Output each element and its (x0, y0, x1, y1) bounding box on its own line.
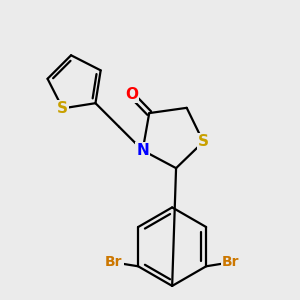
Text: O: O (125, 87, 138, 102)
Text: Br: Br (222, 255, 239, 269)
Text: S: S (198, 134, 209, 149)
Text: N: N (136, 143, 149, 158)
Text: Br: Br (105, 255, 123, 269)
Text: S: S (57, 101, 68, 116)
